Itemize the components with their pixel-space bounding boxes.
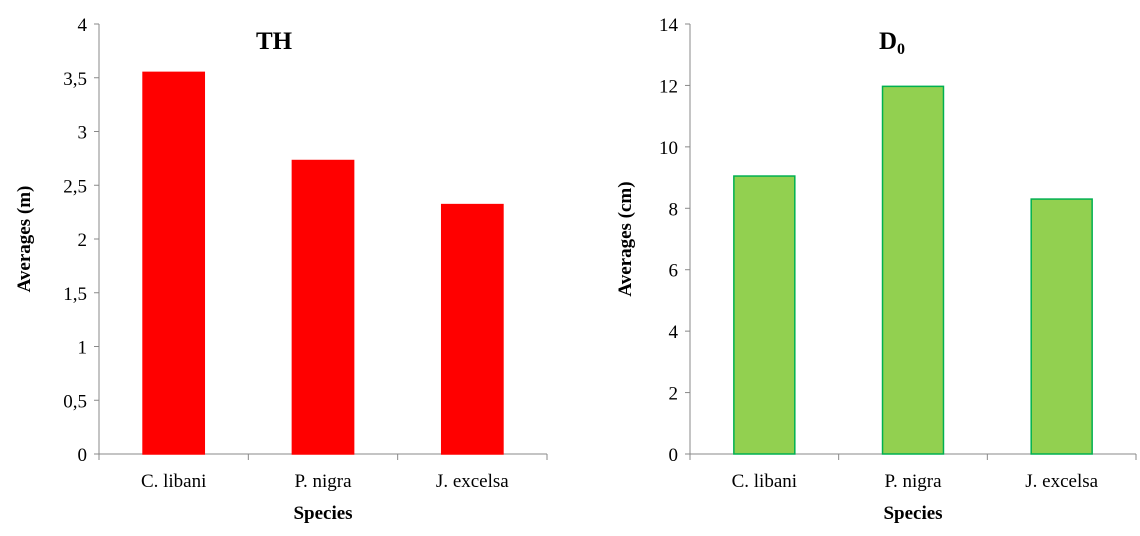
bar-j-excelsa [440, 203, 504, 455]
bar-c-libani [733, 175, 796, 455]
x-category-label: P. nigra [885, 471, 943, 492]
y-tick-label: 2 [669, 384, 679, 405]
x-category-label: P. nigra [295, 471, 353, 492]
x-category-label: C. libani [732, 471, 797, 492]
chart-d0: 0 2 4 6 8 10 12 14 C. libani P. nigra J. excelsa Sp… [580, 0, 1140, 536]
y-axis-title: Averages (m) [14, 186, 35, 293]
y-tick-label: 6 [669, 261, 679, 282]
x-axis-title: Species [883, 503, 942, 524]
y-tick-label: 2,5 [63, 176, 87, 197]
y-tick-label: 0,5 [63, 391, 87, 412]
y-tick-label: 1 [78, 338, 88, 359]
chart-th: 0 0,5 1 1,5 2 2,5 3 3,5 4 C. libani P. nigra J. exc… [0, 0, 560, 536]
y-tick-label: 12 [659, 76, 678, 97]
y-tick-label: 10 [659, 138, 678, 159]
bar-c-libani [142, 71, 206, 455]
bar-j-excelsa [1030, 198, 1093, 455]
y-tick-label: 14 [659, 15, 679, 36]
chart-title-main: D [879, 28, 897, 55]
y-tick-label: 8 [669, 199, 679, 220]
bar-p-nigra [291, 159, 355, 455]
chart-th-svg: 0 0,5 1 1,5 2 2,5 3 3,5 4 C. libani P. nigra J. exc… [14, 15, 548, 524]
y-tick-label: 3,5 [63, 69, 87, 90]
x-axis-title: Species [293, 503, 352, 524]
bar-p-nigra [881, 85, 945, 455]
y-tick-label: 2 [78, 230, 88, 251]
y-tick-label: 1,5 [63, 284, 87, 305]
chart-title: D0 [879, 28, 905, 58]
chart-title: TH [256, 28, 293, 55]
chart-title-main: TH [256, 28, 293, 55]
y-tick-label: 4 [669, 322, 679, 343]
y-tick-label: 0 [669, 445, 679, 466]
y-tick-label: 3 [78, 123, 88, 144]
x-category-label: C. libani [141, 471, 206, 492]
x-category-label: J. excelsa [1025, 471, 1098, 492]
y-axis-title: Averages (cm) [615, 181, 636, 296]
y-tick-label: 0 [78, 445, 88, 466]
x-category-label: J. excelsa [436, 471, 509, 492]
y-tick-label: 4 [78, 15, 88, 36]
chart-title-subscript: 0 [897, 41, 905, 58]
chart-d0-svg: 0 2 4 6 8 10 12 14 C. libani P. nigra J. excelsa Sp… [615, 15, 1137, 524]
